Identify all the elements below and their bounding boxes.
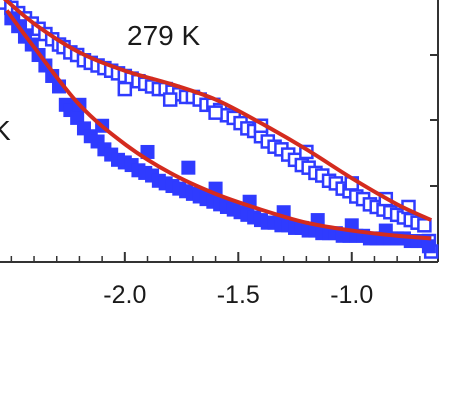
x-tick-label: -1.0 xyxy=(330,281,373,309)
fit-line-2 xyxy=(5,9,432,241)
open-square-point xyxy=(417,218,432,233)
fit-line-1 xyxy=(2,0,433,222)
x-tick-labels: -2.0 -1.5 -1.0 xyxy=(103,281,373,309)
open-square-point xyxy=(208,105,223,120)
fit-lines xyxy=(2,0,433,241)
annotations: 279 K K xyxy=(0,20,200,146)
x-tick-label: -1.5 xyxy=(217,281,260,309)
open-square-point xyxy=(162,92,178,107)
partial-temperature-label: K xyxy=(0,115,11,146)
open-square-point xyxy=(117,81,133,97)
plot-frame xyxy=(0,0,439,263)
x-tick-label: -2.0 xyxy=(103,281,146,309)
filled-square-point xyxy=(421,239,436,254)
filled-square-point xyxy=(181,160,196,175)
data-points xyxy=(0,0,439,259)
temperature-label: 279 K xyxy=(127,20,200,51)
x-major-ticks xyxy=(123,252,353,262)
